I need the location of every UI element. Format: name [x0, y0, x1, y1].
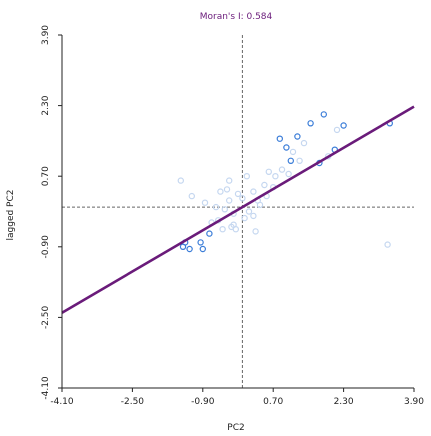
- highlighted-point: [287, 157, 294, 164]
- data-point: [245, 208, 253, 215]
- data-point: [225, 177, 233, 184]
- highlighted-point: [179, 243, 187, 250]
- x-tick-label: 2.30: [334, 397, 354, 407]
- y-tick-label: 2.30: [41, 95, 51, 115]
- y-axis: -4.10 -2.50 -0.90 0.70 2.30 3.90: [41, 25, 63, 400]
- highlighted-point: [294, 133, 301, 140]
- data-point: [285, 170, 292, 178]
- y-tick-label: 0.70: [41, 166, 51, 186]
- y-tick-label: -4.10: [41, 376, 51, 400]
- data-point: [201, 199, 209, 206]
- data-point: [250, 212, 257, 220]
- data-point: [333, 126, 341, 134]
- data-point: [225, 197, 233, 204]
- highlighted-point: [276, 135, 283, 142]
- data-point: [243, 172, 250, 180]
- data-point: [265, 168, 272, 175]
- y-tick-label: -0.90: [41, 235, 51, 259]
- plot-area: [62, 35, 414, 388]
- mean-lines: [62, 35, 414, 388]
- highlighted-point: [206, 230, 213, 237]
- highlighted-point: [340, 122, 347, 129]
- data-point: [252, 228, 259, 235]
- y-tick-label: -2.50: [41, 305, 51, 329]
- data-point: [212, 203, 220, 211]
- data-point: [219, 225, 226, 233]
- x-axis-label: PC2: [227, 423, 244, 433]
- data-point: [272, 172, 279, 180]
- highlighted-point: [199, 245, 206, 253]
- highlighted-point: [186, 245, 193, 253]
- regression-line-group: [61, 105, 415, 314]
- data-point: [289, 148, 297, 156]
- highlighted-point: [307, 120, 314, 127]
- y-axis-label: lagged PC2: [6, 190, 16, 241]
- y-tick-label: 3.90: [41, 25, 51, 45]
- highlighted-point: [283, 144, 290, 151]
- data-point: [234, 190, 242, 198]
- highlighted-point: [197, 239, 204, 246]
- x-axis: -4.10 -2.50 -0.90 0.70 2.30 3.90: [50, 387, 424, 407]
- data-point: [261, 181, 268, 189]
- data-point: [217, 188, 224, 195]
- data-point: [239, 195, 246, 202]
- highlighted-point: [320, 111, 327, 118]
- data-point: [300, 139, 308, 147]
- plot-background: [62, 35, 414, 388]
- x-tick-label: -4.10: [50, 397, 74, 407]
- data-point: [250, 188, 257, 195]
- x-tick-label: -0.90: [191, 397, 215, 407]
- regression-line: [61, 105, 415, 314]
- chart-title: Moran's I: 0.584: [200, 12, 273, 22]
- data-point: [278, 166, 286, 173]
- data-point: [256, 201, 264, 209]
- data-point: [384, 241, 391, 248]
- data-point: [177, 177, 184, 184]
- x-tick-label: -2.50: [121, 397, 145, 407]
- x-tick-label: 3.90: [404, 397, 424, 407]
- data-points: [177, 111, 393, 253]
- data-point: [230, 221, 237, 228]
- data-point: [188, 192, 195, 200]
- data-point: [223, 186, 231, 193]
- data-point: [221, 206, 228, 213]
- x-tick-label: 0.70: [263, 397, 283, 407]
- data-point: [241, 214, 248, 222]
- data-point: [296, 157, 303, 164]
